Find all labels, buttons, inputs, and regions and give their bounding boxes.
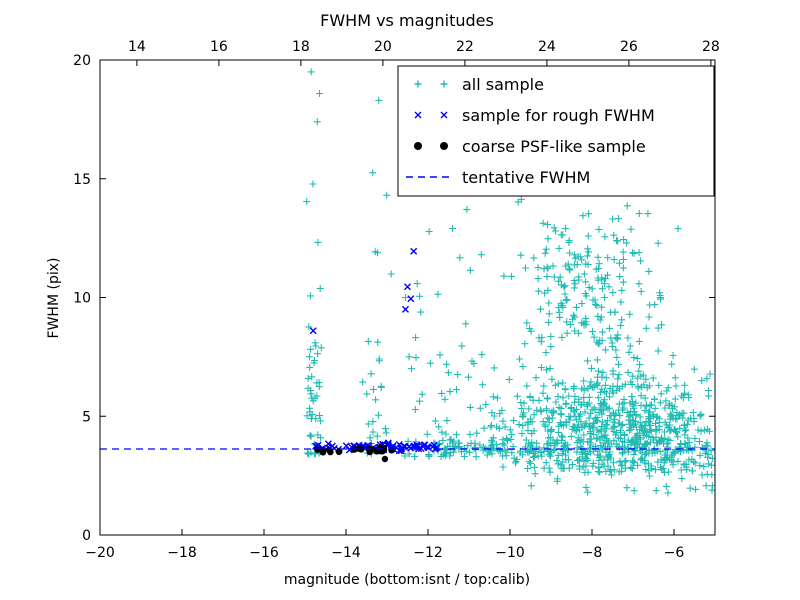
top-tick-label: 18 — [292, 39, 310, 55]
x-tick-label: −10 — [495, 545, 525, 561]
top-tick-label: 14 — [128, 39, 146, 55]
y-tick-label: 10 — [73, 291, 91, 307]
scatter-point — [336, 448, 343, 455]
y-axis-label: FWHM (pix) — [46, 258, 62, 339]
legend-label: coarse PSF-like sample — [462, 137, 646, 156]
x-tick-label: −18 — [167, 545, 197, 561]
scatter-point — [381, 455, 389, 463]
legend-box — [397, 65, 715, 197]
scatter-point — [318, 446, 325, 454]
x-tick-label: −6 — [664, 545, 685, 561]
top-tick-label: 26 — [620, 39, 638, 55]
axes-frame — [99, 59, 716, 536]
x-tick-label: −16 — [249, 545, 279, 561]
x-tick-label: −12 — [413, 545, 443, 561]
plot-border — [99, 59, 716, 536]
top-tick-label: 28 — [702, 39, 720, 55]
legend-x-marker — [414, 111, 448, 119]
scatter-point — [327, 448, 334, 456]
x-tick-label: −14 — [331, 545, 361, 561]
chart-title: FWHM vs magnitudes — [320, 11, 494, 30]
y-tick-label: 5 — [82, 409, 91, 425]
plot-data — [100, 68, 715, 497]
scatter-point — [357, 446, 365, 453]
scatter-point — [388, 447, 395, 454]
top-tick-label: 16 — [210, 39, 228, 55]
x-tick-label: −20 — [85, 545, 115, 561]
x-axis-label: magnitude (bottom:isnt / top:calib) — [284, 572, 530, 588]
legend-label: all sample — [462, 75, 544, 94]
legend-plus-marker — [414, 80, 448, 88]
y-tick-label: 0 — [82, 528, 91, 544]
legend-dot-marker — [440, 142, 448, 150]
coarse-psf-like-sample-points — [314, 444, 395, 463]
y-tick-label: 20 — [73, 53, 91, 69]
top-tick-label: 24 — [538, 39, 556, 55]
legend-dot-marker — [414, 142, 422, 150]
x-tick-label: −8 — [582, 545, 603, 561]
legend-label: sample for rough FWHM — [462, 106, 655, 125]
y-tick-label: 15 — [73, 172, 91, 188]
legend-label: tentative FWHM — [462, 168, 590, 187]
top-tick-label: 22 — [456, 39, 474, 55]
top-tick-label: 20 — [374, 39, 392, 55]
axes-ticks: −20 −18 −16 −14 −12 −10 −8 −6 14 16 18 20 22 24 26 28 0 5… — [73, 39, 720, 561]
legend: all sample sample for rough FWHM coarse PS… — [397, 65, 715, 197]
